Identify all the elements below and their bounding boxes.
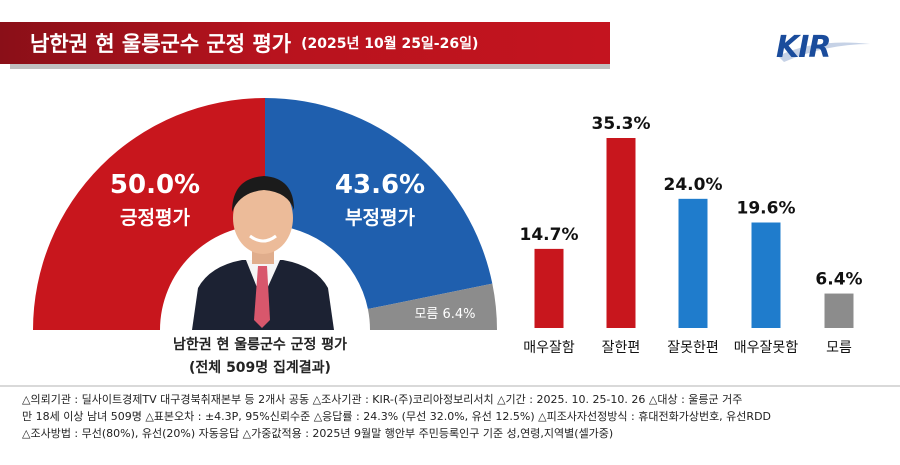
negative-value-label: 43.6% <box>334 170 426 200</box>
governor-portrait <box>192 176 334 330</box>
unknown-slice <box>367 283 497 330</box>
methodology-line-1: △의뢰기관 : 딜사이트경제TV 대구경북취재본부 등 2개사 공동 △조사기관… <box>22 393 743 406</box>
bar-value-label: 6.4% <box>815 270 862 290</box>
methodology-line-3: △조사방법 : 무선(80%), 유선(20%) 자동응답 △가중값적용 : 2… <box>22 427 614 440</box>
bar-value-label: 19.6% <box>737 199 796 219</box>
negative-category-label: 부정평가 <box>345 207 415 229</box>
page-title: 남한권 현 울릉군수 군정 평가 <box>30 32 292 56</box>
bar-category-label: 잘한편 <box>602 340 641 356</box>
hair-shape <box>232 176 294 212</box>
smile-shape <box>249 234 277 243</box>
logo-text: KIR <box>776 30 832 65</box>
bar-value-label: 24.0% <box>664 175 723 195</box>
bar-category-label: 모름 <box>826 340 852 356</box>
title-banner: 남한권 현 울릉군수 군정 평가 (2025년 10월 25일-26일) <box>0 22 610 64</box>
positive-category-label: 긍정평가 <box>120 207 190 229</box>
kir-logo: KIR <box>776 30 872 70</box>
bar-category-label: 잘못한편 <box>667 340 719 356</box>
face-shape <box>233 182 293 254</box>
survey-date: (2025년 10월 25일-26일) <box>301 36 479 52</box>
bar-잘못한편 <box>678 198 708 328</box>
sample-caption: (전체 509명 집계결과) <box>189 360 331 376</box>
positive-slice <box>33 98 265 330</box>
bar-잘한편 <box>606 138 636 328</box>
tie-shape <box>254 266 270 328</box>
bar-매우잘못함 <box>751 222 781 328</box>
bar-value-label: 14.7% <box>520 225 579 245</box>
footer-divider <box>0 385 900 387</box>
title-stripe <box>10 64 610 69</box>
positive-value-label: 50.0% <box>109 170 201 200</box>
bar-매우잘함 <box>534 248 564 328</box>
bar-category-label: 매우잘함 <box>523 340 575 356</box>
survey-methodology: △의뢰기관 : 딜사이트경제TV 대구경북취재본부 등 2개사 공동 △조사기관… <box>22 391 892 442</box>
kir-logo-swoosh <box>778 42 870 62</box>
chart-caption: 남한권 현 울릉군수 군정 평가 <box>172 337 348 353</box>
bar-모름 <box>824 293 854 328</box>
unknown-value-label: 모름 6.4% <box>414 307 476 322</box>
negative-slice <box>265 98 493 310</box>
bar-category-label: 매우잘못함 <box>734 340 799 356</box>
bar-value-label: 35.3% <box>592 114 651 134</box>
methodology-line-2: 만 18세 이상 남녀 509명 △표본오차 : ±4.3P, 95%신뢰수준 … <box>22 410 772 423</box>
